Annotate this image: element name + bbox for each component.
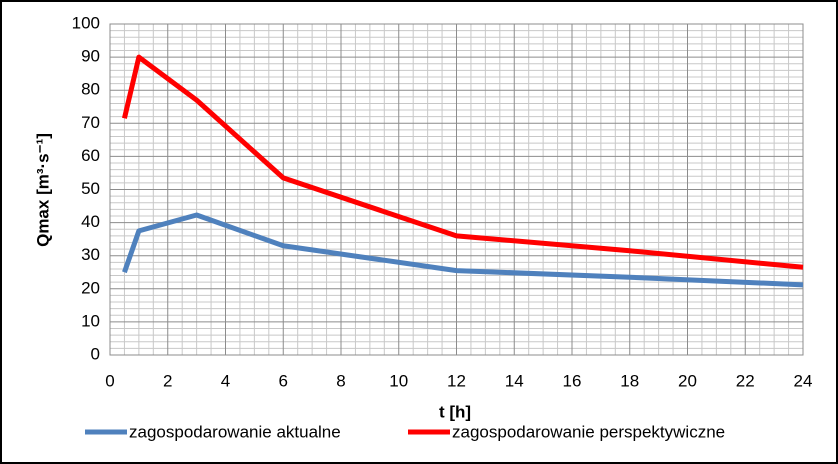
series-line: [122, 54, 804, 270]
x-tick-label: 12: [447, 371, 466, 390]
y-tick-label: 70: [81, 113, 100, 132]
y-tick-label: 50: [81, 179, 100, 198]
y-tick-label: 80: [81, 80, 100, 99]
x-tick-label: 0: [105, 371, 114, 390]
y-tick-label: 30: [81, 245, 100, 264]
y-tick-label: 90: [81, 47, 100, 66]
y-tick-label: 20: [81, 278, 100, 297]
x-tick-label: 2: [163, 371, 172, 390]
series-line: [122, 212, 804, 288]
plot-border: [109, 23, 804, 356]
legend-label: zagospodarowanie perspektywiczne: [452, 422, 725, 441]
x-tick-label: 20: [678, 371, 697, 390]
legend-label: zagospodarowanie aktualne: [129, 422, 341, 441]
y-tick-label: 40: [81, 212, 100, 231]
y-tick-label: 0: [91, 344, 100, 363]
y-tick-label: 10: [81, 311, 100, 330]
y-tick-label: 60: [81, 146, 100, 165]
x-tick-label: 10: [389, 371, 408, 390]
x-tick-label: 16: [563, 371, 582, 390]
x-tick-label: 22: [736, 371, 755, 390]
x-tick-label: 24: [794, 371, 813, 390]
x-tick-label: 18: [620, 371, 639, 390]
x-tick-label: 8: [336, 371, 345, 390]
y-tick-label: 100: [72, 13, 100, 32]
x-tick-label: 4: [221, 371, 230, 390]
x-tick-label: 6: [279, 371, 288, 390]
x-tick-label: 14: [505, 371, 524, 390]
x-axis-title: t [h]: [439, 402, 471, 421]
y-axis-title: Qmax [m³·s⁻¹]: [33, 133, 52, 247]
